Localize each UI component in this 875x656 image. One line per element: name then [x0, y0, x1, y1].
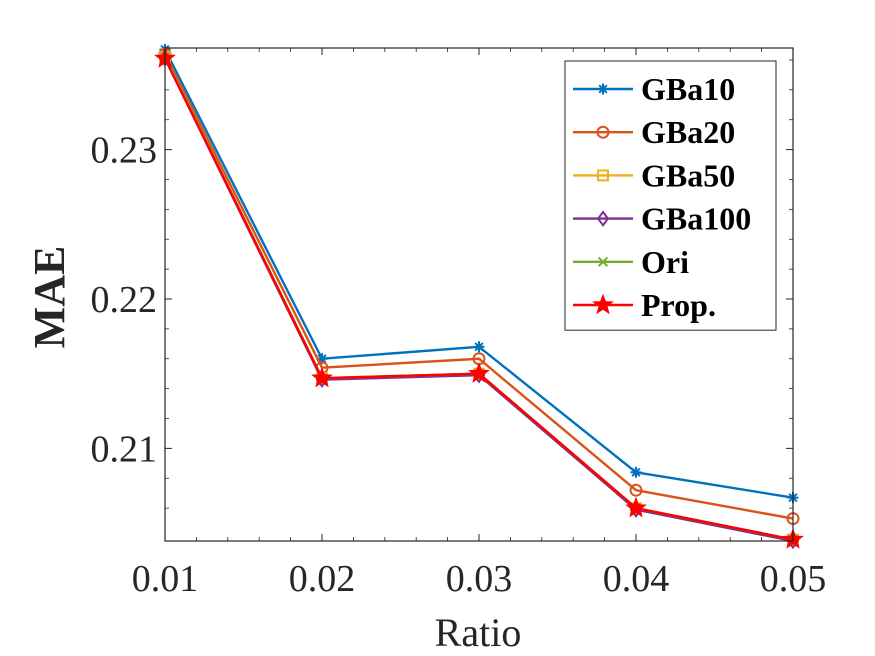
- legend-label: Prop.: [641, 287, 716, 323]
- data-point: [468, 362, 490, 383]
- x-tick-label: 0.04: [603, 558, 670, 600]
- data-point: [625, 496, 647, 518]
- x-tick-label: 0.01: [132, 558, 199, 600]
- legend-entry: GBa100: [573, 201, 751, 237]
- series-layer: [154, 43, 804, 550]
- legend-label: Ori: [641, 244, 689, 280]
- legend-marker: [596, 125, 610, 139]
- data-point: [311, 366, 333, 388]
- x-tick-label: 0.03: [446, 558, 513, 600]
- plot-frame: [164, 47, 794, 542]
- y-tick-label: 0.23: [91, 130, 158, 172]
- legend-box: [564, 60, 777, 331]
- legend-marker: [597, 83, 609, 95]
- legend: GBa10 GBa20 GBa50 GBa100 Ori Prop.: [564, 60, 777, 331]
- legend-marker: [597, 169, 609, 182]
- data-point: [630, 466, 642, 478]
- legend-entry: GBa20: [573, 114, 735, 150]
- legend-label: GBa20: [641, 114, 735, 150]
- legend-entry: GBa10: [573, 71, 735, 107]
- axes-layer: 0.01 0.02 0.03 0.04 0.05 0.21 0.22 0.23: [91, 48, 827, 600]
- legend-entry: Prop.: [573, 287, 716, 323]
- data-point: [473, 341, 485, 353]
- y-tick-label: 0.21: [91, 428, 158, 470]
- legend-marker: [596, 210, 610, 227]
- legend-entry: Ori: [573, 244, 689, 280]
- legend-label: GBa100: [641, 201, 751, 237]
- legend-label: GBa10: [641, 71, 735, 107]
- x-tick-label: 0.05: [760, 558, 827, 600]
- legend-marker: [592, 293, 614, 315]
- legend-label: GBa50: [641, 157, 735, 193]
- x-axis-title: Ratio: [435, 610, 522, 655]
- y-tick-label: 0.22: [91, 279, 158, 321]
- legend-marker: [597, 256, 609, 267]
- series-line: [163, 53, 794, 520]
- y-axis-title: MAE: [25, 246, 74, 349]
- data-point: [629, 483, 643, 497]
- legend-entry: GBa50: [573, 157, 735, 193]
- x-tick-label: 0.02: [289, 558, 356, 600]
